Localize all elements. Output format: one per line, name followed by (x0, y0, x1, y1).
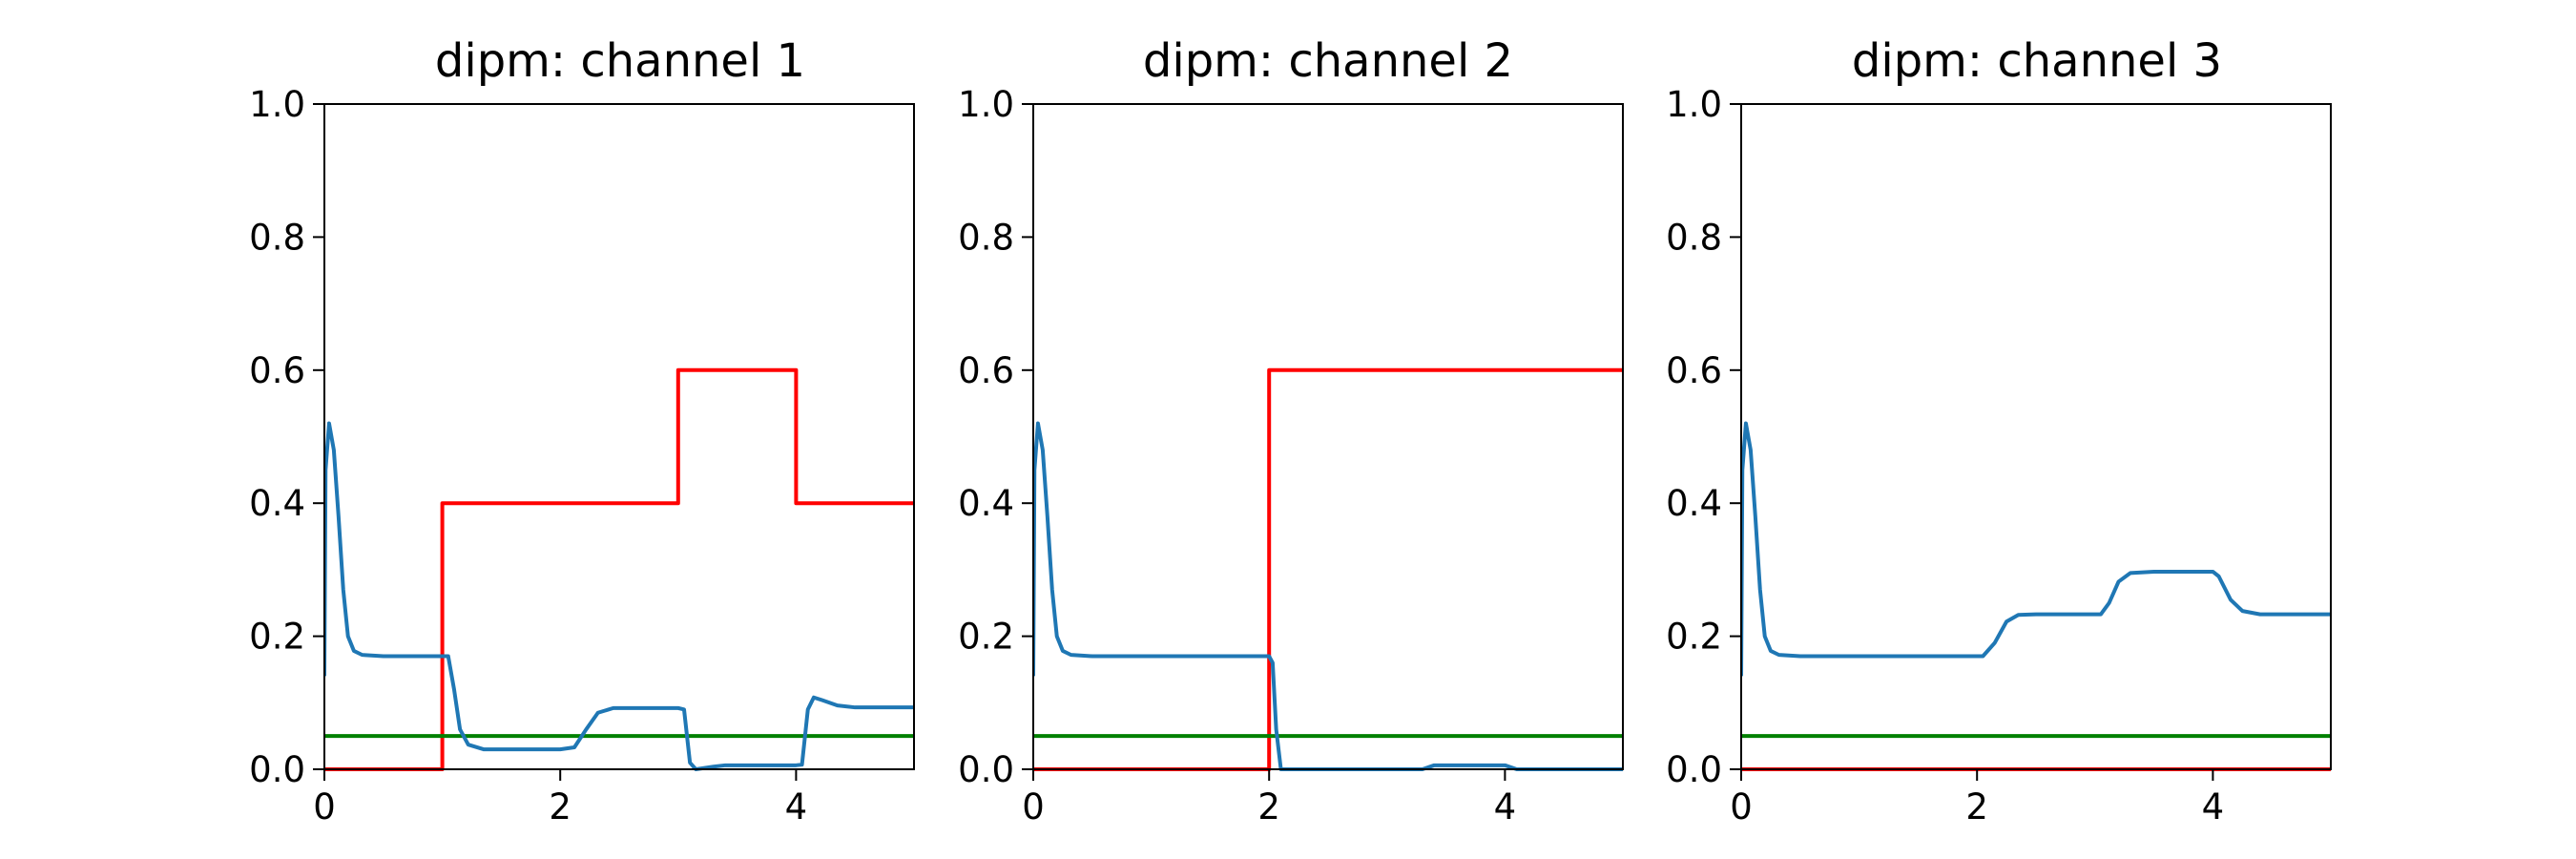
x-tick-label: 4 (2202, 786, 2225, 828)
target-line (324, 367, 914, 771)
x-tick-label: 0 (313, 786, 336, 828)
response-line (324, 421, 914, 771)
y-tick-label: 1.0 (249, 84, 305, 125)
series-group (324, 367, 914, 771)
axes-frame (1032, 103, 1624, 770)
y-tick-label: 0.6 (249, 350, 305, 391)
y-tick-label: 0.0 (958, 749, 1014, 790)
x-tick-label: 2 (1965, 786, 1988, 828)
x-tick-label: 0 (1730, 786, 1753, 828)
subplot-channel-1: dipm: channel 1 0.0 0.2 0.4 0.6 0.8 1.0 0 2 4 (249, 34, 915, 828)
y-tick-label: 0.8 (958, 217, 1014, 258)
x-tick-label: 0 (1022, 786, 1045, 828)
y-tick-label: 0.6 (1666, 350, 1722, 391)
response-line (1033, 421, 1623, 771)
chart-title: dipm: channel 3 (1852, 34, 2222, 88)
y-tick-label: 0.0 (1666, 749, 1722, 790)
y-tick-label: 0.8 (1666, 217, 1722, 258)
y-tick-label: 0.4 (1666, 483, 1722, 524)
y-tick-label: 0.2 (1666, 617, 1722, 658)
chart-title: dipm: channel 2 (1143, 34, 1513, 88)
subplot-channel-2: dipm: channel 2 0.0 0.2 0.4 0.6 0.8 1.0 0 2 4 (958, 34, 1624, 828)
y-tick-label: 0.0 (249, 749, 305, 790)
y-tick-label: 0.6 (958, 350, 1014, 391)
subplot-channel-3: dipm: channel 3 0.0 0.2 0.4 0.6 0.8 1.0 0 2 4 (1666, 34, 2332, 828)
y-tick-label: 0.2 (249, 617, 305, 658)
y-tick-label: 0.4 (249, 483, 305, 524)
x-tick-label: 4 (1494, 786, 1517, 828)
axes-frame (323, 103, 915, 770)
y-tick-label: 0.8 (249, 217, 305, 258)
x-tick-label: 2 (1257, 786, 1280, 828)
y-tick-label: 1.0 (958, 84, 1014, 125)
x-tick-label: 4 (785, 786, 808, 828)
y-tick-label: 1.0 (1666, 84, 1722, 125)
chart-title: dipm: channel 1 (435, 34, 805, 88)
y-tick-label: 0.2 (958, 617, 1014, 658)
axes-frame (1740, 103, 2332, 770)
y-tick-label: 0.4 (958, 483, 1014, 524)
response-line (1741, 421, 2331, 677)
x-tick-label: 2 (549, 786, 571, 828)
